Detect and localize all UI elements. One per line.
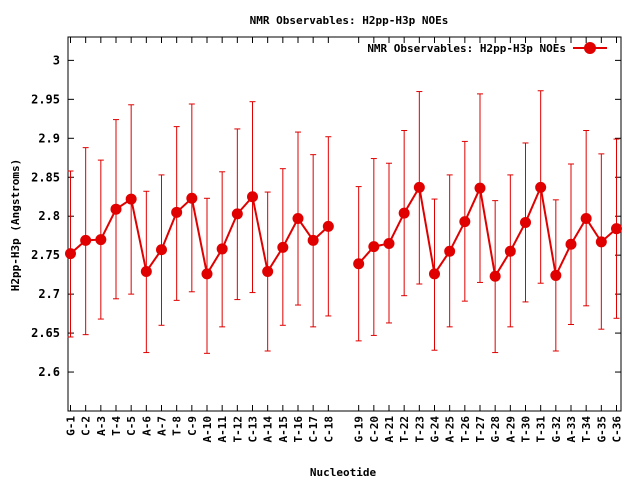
x-tick-label: T-22: [398, 416, 411, 443]
data-point: [247, 191, 258, 203]
y-tick-label: 2.9: [38, 131, 60, 145]
x-tick-label: A-3: [95, 416, 108, 436]
data-point: [429, 268, 440, 280]
data-point: [504, 245, 516, 257]
x-tick-label: A-14: [262, 416, 275, 443]
x-tick-label: T-30: [520, 416, 533, 443]
data-point: [156, 244, 167, 256]
data-points: [65, 181, 622, 282]
x-tick-label: G-19: [353, 416, 366, 443]
data-point: [413, 181, 425, 193]
chart-title: NMR Observables: H2pp-H3p NOEs: [250, 14, 449, 27]
data-point: [489, 270, 501, 282]
x-axis: G-1 C-2 A-3 T-4 C-5 A-6 A-7 T-8 C-9 A-10 A-11 T-12 C…: [65, 37, 624, 443]
data-point: [595, 236, 607, 248]
x-tick-label: A-21: [383, 416, 396, 443]
data-point: [125, 193, 137, 205]
data-point: [277, 241, 289, 253]
x-tick-label: C-17: [307, 416, 320, 443]
data-point: [383, 237, 395, 249]
data-point: [65, 248, 76, 260]
x-tick-label: C-36: [611, 416, 624, 443]
data-point: [565, 238, 577, 250]
data-point: [398, 207, 410, 219]
x-tick-label: T-4: [110, 416, 123, 436]
data-point: [201, 268, 213, 280]
y-tick-label: 2.85: [31, 170, 60, 184]
x-tick-label: A-7: [156, 416, 169, 436]
x-axis-label: Nucleotide: [310, 466, 377, 479]
data-point: [186, 192, 198, 204]
data-point: [140, 266, 152, 278]
data-point: [262, 266, 274, 278]
y-tick-label: 3: [53, 53, 60, 67]
data-point: [459, 216, 471, 228]
x-tick-label: C-18: [322, 416, 335, 443]
x-tick-label: A-11: [216, 416, 229, 443]
x-tick-label: T-26: [459, 416, 472, 443]
data-point: [580, 213, 592, 225]
data-point: [550, 269, 562, 281]
data-point: [307, 234, 319, 246]
data-point: [171, 206, 183, 218]
y-axis: 2.6 2.65 2.7 2.75 2.8 2.85 2.9 2.95 3: [31, 53, 621, 379]
data-point: [110, 203, 122, 215]
data-point: [95, 234, 107, 246]
x-tick-label: C-9: [186, 416, 199, 436]
x-tick-label: G-32: [550, 416, 563, 443]
y-tick-label: 2.95: [31, 92, 60, 106]
x-tick-label: G-28: [489, 416, 502, 443]
data-point: [353, 258, 365, 270]
data-point: [520, 216, 531, 228]
x-tick-label: A-29: [504, 416, 517, 443]
data-point: [80, 234, 92, 246]
y-tick-label: 2.75: [31, 248, 60, 262]
x-tick-label: C-5: [125, 416, 138, 436]
data-point: [322, 220, 334, 232]
y-tick-label: 2.8: [38, 209, 60, 223]
legend-marker: [584, 42, 596, 54]
x-tick-label: C-13: [247, 416, 260, 443]
legend: NMR Observables: H2pp-H3p NOEs: [367, 42, 607, 55]
x-tick-label: T-31: [535, 416, 548, 443]
x-tick-label: A-10: [201, 416, 214, 443]
data-point: [368, 241, 380, 253]
data-point: [444, 245, 456, 257]
y-tick-label: 2.7: [38, 287, 60, 301]
x-tick-label: T-27: [474, 416, 487, 443]
series-line-segment: [357, 183, 618, 280]
x-tick-label: A-33: [565, 416, 578, 443]
x-tick-label: A-6: [140, 416, 153, 436]
x-tick-label: T-8: [171, 416, 184, 436]
x-tick-label: T-12: [231, 416, 244, 443]
data-point: [611, 223, 622, 235]
data-point: [474, 182, 486, 194]
x-tick-label: T-16: [292, 416, 305, 443]
x-tick-label: A-25: [444, 416, 457, 443]
data-point: [292, 213, 304, 225]
data-point: [535, 181, 547, 193]
x-tick-label: C-20: [368, 416, 381, 443]
data-point: [231, 208, 243, 220]
x-tick-label: T-23: [413, 416, 426, 443]
error-bars: [67, 90, 620, 354]
x-tick-label: G-1: [65, 416, 78, 436]
series-line-segment: [69, 194, 330, 277]
data-point: [216, 243, 228, 255]
y-tick-label: 2.65: [31, 326, 60, 340]
x-tick-label: G-24: [429, 416, 442, 443]
y-tick-label: 2.6: [38, 365, 60, 379]
series-line: [69, 183, 618, 280]
y-axis-label: H2pp-H3p (Angstroms): [9, 159, 22, 291]
x-tick-label: T-34: [580, 416, 593, 443]
plot-frame: [67, 36, 622, 412]
legend-label: NMR Observables: H2pp-H3p NOEs: [367, 42, 566, 55]
x-tick-label: G-35: [595, 416, 608, 443]
x-tick-label: C-2: [80, 416, 93, 436]
x-tick-label: A-15: [277, 416, 290, 443]
